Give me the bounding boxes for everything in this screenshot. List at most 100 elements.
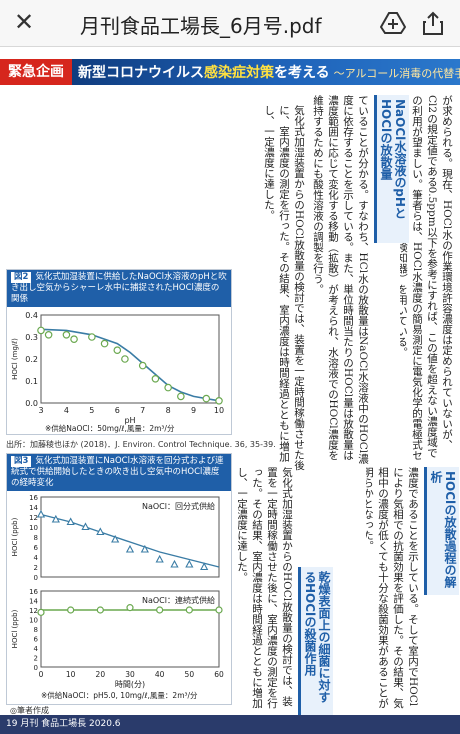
data-point [96,606,104,614]
data-point [156,606,164,614]
y-tick-label: 14 [29,504,38,512]
drive-add-icon[interactable] [380,10,406,36]
panel-label: NaOCl：連続式供給 [142,595,215,605]
y-tick-label: 0.4 [25,311,38,320]
data-point [62,330,71,339]
pdf-page[interactable]: 緊急企画 新型コロナウイルス感染症対策を考える〜アルコール消毒の代替手段〜 が求… [0,47,460,734]
document-title: 月刊食品工場長_6月号.pdf [80,14,322,38]
y-tick-label: 12 [29,514,38,522]
x-tick-label: 30 [125,670,135,679]
y-tick-label: 4 [34,554,39,562]
data-point [151,375,160,383]
page-footer: 19 月刊 食品工場長 2020.6 [0,715,460,734]
section-heading-bactericidal: 乾燥表面上の細菌に対するHOClの殺菌作用 [298,567,333,715]
section-heading-analysis: HOClの放散過程の解析 [424,467,459,595]
x-tick-label: 6 [115,406,120,415]
x-tick-label: 4 [64,406,69,415]
figure-2: 図2 気化式加湿装置に供給したNaOCl水溶液のpHと吹き出し空気からシャーレ水中… [6,269,232,435]
x-axis-label: 時間(分) [115,680,145,689]
headline-part-c: を考える [274,65,330,81]
figure-3-caption-text: 気化式加湿装置にNaOCl水溶液を回分式および連続式で供給開始したときの吹き出し… [11,456,224,488]
banner-subtitle: 〜アルコール消毒の代替手段〜 [333,67,460,80]
y-tick-label: 0.2 [25,355,38,364]
plot-frame [40,314,220,404]
data-point [121,355,129,363]
text-column-3: 気化式加湿装置からのHOCl放散量の検討では、装置を一定時間稼働させた後に、室内… [263,105,305,471]
x-tick-label: 0 [39,670,44,679]
figure-3-number: 図3 [11,456,32,467]
x-tick-label: 50 [185,670,195,679]
data-point [215,606,223,614]
data-point [138,361,147,370]
data-point [67,606,75,614]
data-point [155,554,164,563]
figure-3-caption: 図3 気化式加湿装置にNaOCl水溶液を回分式および連続式で供給開始したときの吹き… [7,454,231,491]
figure-2-note: ※供給NaOCl：50mg/ℓ,風量：2m³/分 [45,423,175,433]
x-tick-label: 9 [191,406,196,415]
data-point [37,608,45,616]
headline-part-b: 感染症対策 [204,65,274,81]
data-point [215,397,223,405]
panel-label: NaOCl：回分式供給 [142,501,215,511]
x-tick-label: 10 [66,670,76,679]
data-point [66,517,75,526]
banner-tag: 緊急企画 [0,59,72,85]
data-point [185,559,194,568]
y-tick-label: 16 [29,588,38,596]
x-tick-label: 5 [89,406,94,415]
y-tick-label: 12 [29,607,38,615]
data-point [81,522,90,531]
data-point [88,333,96,341]
figure-2-caption-text: 気化式加湿装置に供給したNaOCl水溶液のpHと吹き出し空気からシャーレ水中に捕… [11,272,227,304]
y-tick-label: 0.1 [25,377,38,386]
data-point [96,527,105,536]
figure-3-note: ※供給NaOCl：pH5.0, 10mg/ℓ,風量：2m³/分 [41,690,198,700]
x-tick-label: 8 [166,406,171,415]
data-point [185,606,193,614]
data-point [177,392,185,401]
headline-part-a: 新型コロナウイルス [78,65,204,81]
y-tick-label: 0.3 [25,333,38,342]
data-point [200,562,209,571]
banner-headline: 新型コロナウイルス感染症対策を考える〜アルコール消毒の代替手段〜 [78,62,460,82]
x-tick-label: 7 [140,406,145,415]
article-text-area-lower: HOClの放散過程の解析 濃度であることを示している。そして室内でHOClにより… [238,467,459,715]
text-column-2: ていることが分かる。すなわち、HCl水の放散量はNaOCl水溶液中のHOCl濃度… [312,95,369,464]
x-axis-label: pH [124,416,135,425]
data-point [36,509,46,518]
figure-3-author: ◎筆者作成 [10,706,49,715]
data-point [164,383,172,392]
figure-2-caption: 図2 気化式加湿装置に供給したNaOCl水溶液のpHと吹き出し空気からシャーレ水中… [7,270,231,307]
data-point [125,544,135,553]
data-point [100,339,109,348]
y-tick-label: 16 [29,494,38,502]
y-tick-label: 2 [34,655,38,663]
data-point [111,534,120,543]
section-heading-ph: NaOCl水溶液のpHとHOClの放散量 [374,95,409,243]
data-point [37,326,45,335]
y-tick-label: 6 [34,636,39,644]
data-point [202,394,211,403]
fit-curve [40,328,220,402]
x-tick-label: 20 [96,670,106,679]
share-icon[interactable] [420,10,446,36]
x-tick-label: 60 [214,670,224,679]
article-text-area: が求められる。現在、HOCl水の作業環境許容濃度は定められていないが、Cl2の規… [8,95,454,470]
data-point [44,330,53,339]
y-tick-label: 6 [34,544,39,552]
panel-frame [40,496,220,578]
y-axis-label: HOCl (ppb) [11,609,19,648]
y-tick-label: 14 [29,598,38,606]
y-tick-label: 4 [34,645,39,653]
y-axis-label: HOCl (mg/ℓ) [11,338,19,380]
figure-3: 図3 気化式加湿装置にNaOCl水溶液を回分式および連続式で供給開始したときの吹き… [6,453,232,705]
close-icon[interactable]: ✕ [14,8,35,36]
figure-2-source: 出所：加藤稜也ほか (2018)．J. Environ. Control Tec… [6,440,276,449]
data-point [140,544,149,553]
x-tick-label: 40 [155,670,165,679]
y-tick-label: 8 [34,534,38,542]
figure-2-number: 図2 [11,272,32,283]
data-point [51,514,60,523]
data-point [70,335,78,344]
y-axis-label: HOCl (ppb) [11,517,19,556]
